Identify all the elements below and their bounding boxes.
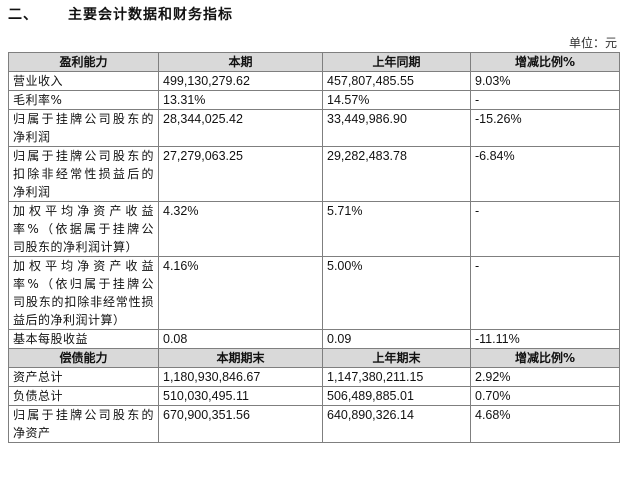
table-row: 毛利率% 13.31% 14.57% - xyxy=(8,90,620,110)
prior-value: 1,147,380,211.15 xyxy=(322,367,471,387)
change-percent: - xyxy=(470,256,620,330)
current-value: 670,900,351.56 xyxy=(158,405,323,443)
table-row: 加权平均净资产收益 率%（依归属于挂牌公 司股东的扣除非经常性损 益后的净利润计算） 4… xyxy=(8,256,620,330)
current-value: 1,180,930,846.67 xyxy=(158,367,323,387)
prior-value: 640,890,326.14 xyxy=(322,405,471,443)
profit-header-row: 盈利能力 本期 上年同期 增减比例% xyxy=(8,52,620,72)
prior-value: 33,449,986.90 xyxy=(322,109,471,147)
change-percent: -15.26% xyxy=(470,109,620,147)
current-value: 0.08 xyxy=(158,329,323,349)
row-label-line: 归属于挂牌公司股东的 xyxy=(13,112,154,126)
change-percent: 2.92% xyxy=(470,367,620,387)
row-label-line: 司股东的扣除非经常性损 xyxy=(13,295,154,309)
row-label-line: 归属于挂牌公司股东的 xyxy=(13,149,154,163)
row-label-line: 资产总计 xyxy=(13,370,64,384)
table-row: 归属于挂牌公司股东的 净利润 28,344,025.42 33,449,986.90-… xyxy=(8,109,620,147)
current-value: 510,030,495.11 xyxy=(158,386,323,406)
row-label-line: 益后的净利润计算） xyxy=(13,313,126,327)
current-value: 4.16% xyxy=(158,256,323,330)
row-label: 归属于挂牌公司股东的 净资产 xyxy=(8,405,159,443)
current-value: 4.32% xyxy=(158,201,323,257)
table-row: 归属于挂牌公司股东的 扣除非经常性损益后的 净利润 27,279,063.25 29,2… xyxy=(8,146,620,202)
change-percent: 9.03% xyxy=(470,71,620,91)
financial-indicators-table: 盈利能力 本期 上年同期 增减比例% 营业收入 499,130,279.62 457,807… xyxy=(8,52,620,443)
section-number: 二、 xyxy=(8,7,38,23)
profit-header-change: 增减比例% xyxy=(470,52,620,72)
solvency-header-current: 本期期末 xyxy=(158,348,323,368)
current-value: 28,344,025.42 xyxy=(158,109,323,147)
row-label-line: 基本每股收益 xyxy=(13,332,89,346)
current-value: 13.31% xyxy=(158,90,323,110)
table-row: 资产总计 1,180,930,846.67 1,147,380,211.15 2.92… xyxy=(8,367,620,387)
table-row: 加权平均净资产收益 率%（依据属于挂牌公 司股东的净利润计算） 4.32% 5.71% - xyxy=(8,201,620,257)
solvency-header-category: 偿债能力 xyxy=(8,348,159,368)
solvency-header-prior: 上年期末 xyxy=(322,348,471,368)
row-label: 归属于挂牌公司股东的 净利润 xyxy=(8,109,159,147)
prior-value: 29,282,483.78 xyxy=(322,146,471,202)
row-label: 归属于挂牌公司股东的 扣除非经常性损益后的 净利润 xyxy=(8,146,159,202)
row-label-line: 率%（依归属于挂牌公 xyxy=(13,277,154,291)
current-value: 27,279,063.25 xyxy=(158,146,323,202)
row-label: 资产总计 xyxy=(8,367,159,387)
profit-header-current: 本期 xyxy=(158,52,323,72)
prior-value: 5.00% xyxy=(322,256,471,330)
section-heading: 二、 主要会计数据和财务指标 xyxy=(8,4,233,24)
change-percent: -6.84% xyxy=(470,146,620,202)
current-value: 499,130,279.62 xyxy=(158,71,323,91)
row-label-line: 率%（依据属于挂牌公 xyxy=(13,222,154,236)
profit-header-prior: 上年同期 xyxy=(322,52,471,72)
row-label: 基本每股收益 xyxy=(8,329,159,349)
prior-value: 5.71% xyxy=(322,201,471,257)
change-percent: 4.68% xyxy=(470,405,620,443)
change-percent: - xyxy=(470,201,620,257)
row-label-line: 司股东的净利润计算） xyxy=(13,240,139,254)
unit-label: 单位：元 xyxy=(568,36,617,50)
solvency-header-change: 增减比例% xyxy=(470,348,620,368)
change-percent: -11.11% xyxy=(470,329,620,349)
table-body: 盈利能力 本期 上年同期 增减比例% 营业收入 499,130,279.62 457,807… xyxy=(8,52,620,443)
table-row: 归属于挂牌公司股东的 净资产 670,900,351.56 640,890,326.1… xyxy=(8,405,620,443)
change-percent: 0.70% xyxy=(470,386,620,406)
table-row: 营业收入 499,130,279.62 457,807,485.55 9.03% xyxy=(8,71,620,91)
change-percent: - xyxy=(470,90,620,110)
row-label-line: 加权平均净资产收益 xyxy=(13,204,154,218)
row-label-line: 毛利率% xyxy=(13,93,63,107)
section-title: 主要会计数据和财务指标 xyxy=(68,7,233,23)
row-label-line: 负债总计 xyxy=(13,389,64,403)
prior-value: 457,807,485.55 xyxy=(322,71,471,91)
prior-value: 14.57% xyxy=(322,90,471,110)
row-label: 负债总计 xyxy=(8,386,159,406)
row-label-line: 加权平均净资产收益 xyxy=(13,259,154,273)
row-label-line: 净利润 xyxy=(13,185,51,199)
row-label-line: 归属于挂牌公司股东的 xyxy=(13,408,154,422)
profit-header-category: 盈利能力 xyxy=(8,52,159,72)
row-label: 营业收入 xyxy=(8,71,159,91)
table-row: 负债总计 510,030,495.11 506,489,885.01 0.70% xyxy=(8,386,620,406)
row-label-line: 净利润 xyxy=(13,130,51,144)
prior-value: 506,489,885.01 xyxy=(322,386,471,406)
table-row: 基本每股收益 0.08 0.09 -11.11% xyxy=(8,329,620,349)
row-label-line: 净资产 xyxy=(13,426,51,440)
solvency-header-row: 偿债能力 本期期末 上年期末 增减比例% xyxy=(8,348,620,368)
prior-value: 0.09 xyxy=(322,329,471,349)
row-label: 加权平均净资产收益 率%（依归属于挂牌公 司股东的扣除非经常性损 益后的净利润计算） xyxy=(8,256,159,330)
row-label: 加权平均净资产收益 率%（依据属于挂牌公 司股东的净利润计算） xyxy=(8,201,159,257)
row-label-line: 营业收入 xyxy=(13,74,64,88)
row-label: 毛利率% xyxy=(8,90,159,110)
row-label-line: 扣除非经常性损益后的 xyxy=(13,167,154,181)
